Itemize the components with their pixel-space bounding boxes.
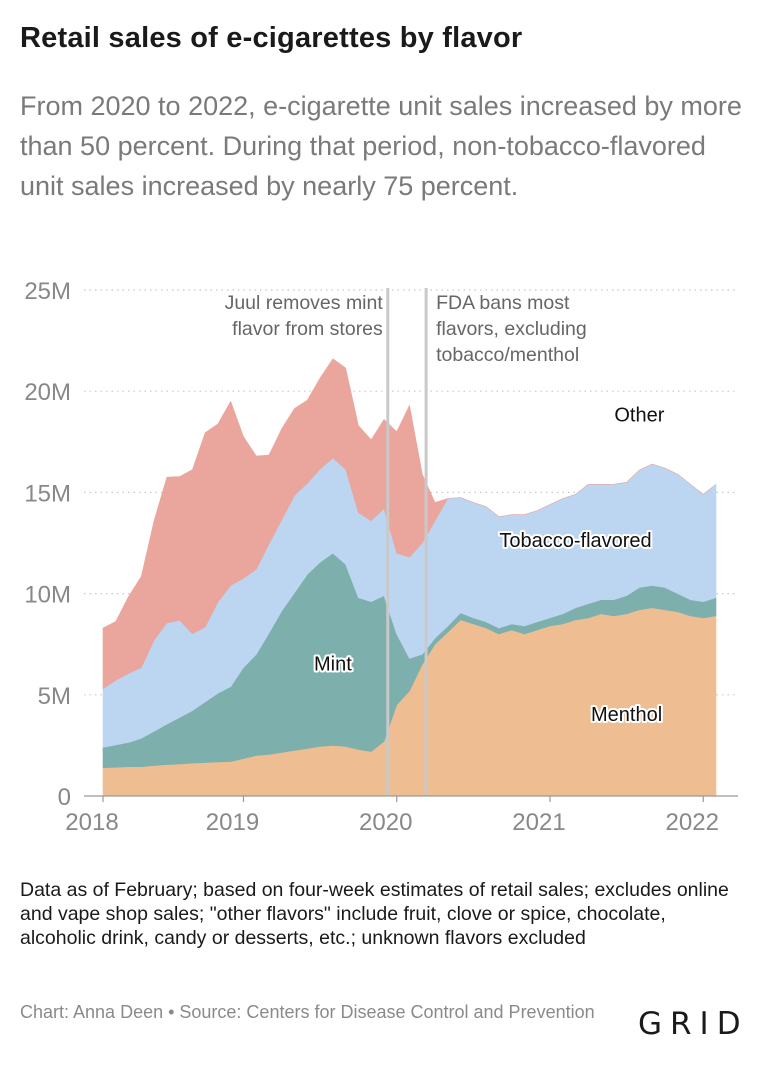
chart-title: Retail sales of e-cigarettes by flavor (20, 22, 523, 54)
y-tick-label: 25M (24, 278, 71, 305)
y-tick-label: 0 (58, 784, 71, 811)
x-tick-label: 2018 (65, 809, 118, 836)
x-tick-label: 2020 (359, 809, 412, 836)
source-credit: Chart: Anna Deen • Source: Centers for D… (20, 1002, 595, 1022)
stacked-area-chart: Juul removes mint flavor from stores FDA b… (24, 278, 738, 836)
annotation-text: tobacco/menthol (436, 344, 579, 366)
annotations: Juul removes mint flavor from stores FDA b… (225, 288, 587, 796)
annotation-text: FDA bans most (436, 292, 570, 314)
series-label: Mint (314, 654, 352, 676)
x-tick-label: 2019 (206, 809, 259, 836)
x-tick-label: 2022 (666, 809, 719, 836)
series-label: Other (614, 405, 664, 427)
x-tick-label: 2021 (512, 809, 565, 836)
annotation-text: Juul removes mint (225, 292, 384, 314)
y-tick-label: 15M (24, 480, 71, 507)
axes: 0 5M 10M 15M 20M 25M 2018 2019 2020 2021 2022 (24, 278, 738, 836)
annotation-text: flavor from stores (232, 318, 383, 340)
series-label: Menthol (591, 704, 662, 726)
series-labels: Other Tobacco-flavored Mint Menthol (312, 403, 667, 729)
data-note: Data as of February; based on four-week … (20, 879, 729, 949)
annotation-text: flavors, excluding (436, 318, 587, 340)
series-label: Tobacco-flavored (499, 530, 651, 552)
area-series (102, 358, 717, 797)
y-tick-label: 20M (24, 379, 71, 406)
area-other (102, 358, 717, 690)
y-tick-label: 10M (24, 582, 71, 609)
chart-subtitle: From 2020 to 2022, e-cigarette unit sale… (20, 91, 742, 201)
grid-logo: GRID (638, 1006, 749, 1042)
y-tick-label: 5M (38, 683, 71, 710)
